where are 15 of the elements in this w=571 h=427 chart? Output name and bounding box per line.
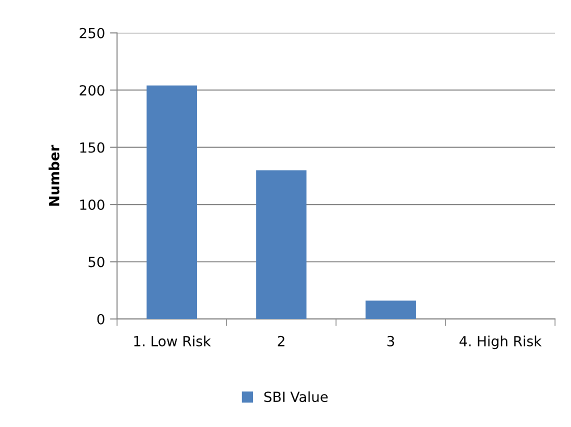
x-tick-label: 4. High Risk bbox=[460, 336, 542, 350]
y-tick-label: 50 bbox=[88, 256, 104, 268]
bar bbox=[366, 300, 416, 319]
x-tick-label: 3 bbox=[387, 336, 394, 346]
y-tick-label: 250 bbox=[80, 28, 104, 38]
x-tick-label: 1. Low Risk bbox=[134, 336, 211, 346]
legend-label: SBI Value bbox=[264, 391, 328, 402]
y-tick-label: 0 bbox=[97, 314, 104, 324]
y-tick-label: 150 bbox=[80, 142, 104, 153]
y-tick-label: 100 bbox=[80, 200, 104, 210]
y-tick-label: 200 bbox=[80, 85, 104, 96]
bar bbox=[256, 170, 306, 319]
bar bbox=[146, 86, 197, 319]
x-tick-label: 2 bbox=[278, 336, 284, 346]
y-axis-title: Number bbox=[48, 144, 60, 206]
